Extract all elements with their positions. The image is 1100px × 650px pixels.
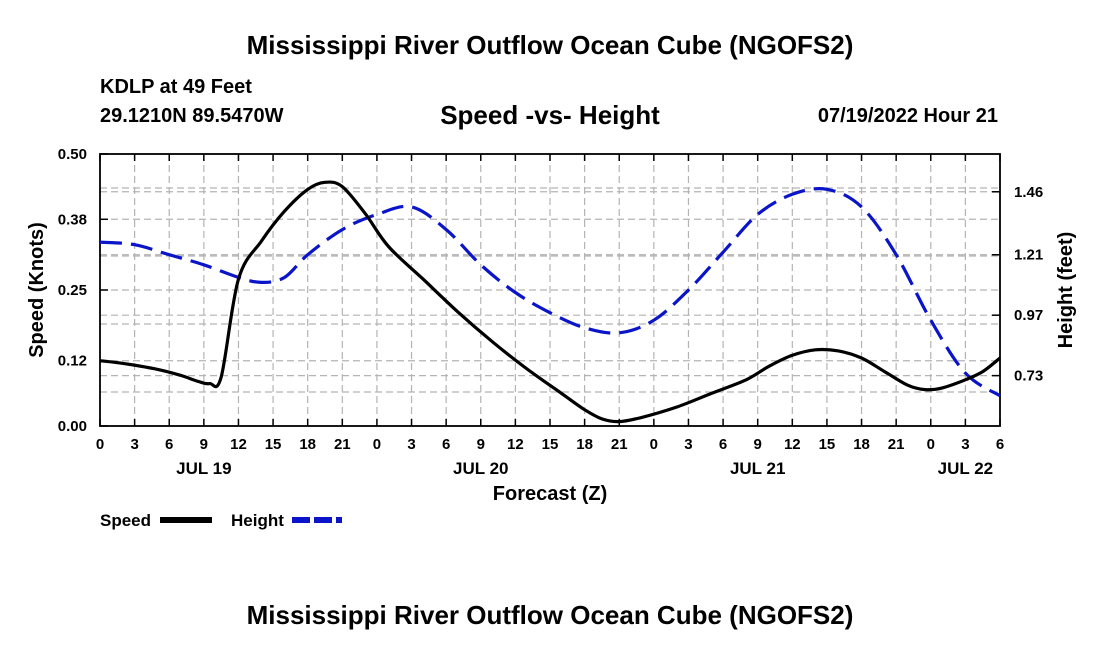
x-tick-label: 15 (265, 436, 282, 453)
x-tick-label: 3 (130, 436, 138, 453)
day-label: JUL 20 (453, 459, 508, 478)
y2-tick-label: 0.73 (1014, 368, 1043, 385)
y-tick-label: 0.25 (58, 282, 87, 299)
legend-label-speed: Speed (100, 511, 151, 530)
axes: 0 3 6 9 12 15 18 21 0 3 6 9 12 15 18 21 0 3 6 9 12 15 18 21 0 3 6 0… (58, 146, 1043, 478)
x-tick-label: 21 (611, 436, 628, 453)
x-tick-label: 9 (477, 436, 485, 453)
x-tick-label: 18 (299, 436, 316, 453)
x-tick-label: 6 (719, 436, 727, 453)
forecast-date-label: 07/19/2022 Hour 21 (817, 105, 998, 127)
day-label: JUL 22 (938, 459, 993, 478)
station-label: KDLP at 49 Feet (100, 76, 252, 98)
y-tick-label: 0.50 (58, 146, 87, 163)
x-tick-label: 0 (927, 436, 935, 453)
speed-series-line (99, 180, 1002, 424)
y2-tick-label: 1.21 (1014, 247, 1043, 264)
y2-tick-label: 1.46 (1014, 184, 1043, 201)
coordinates-label: 29.1210N 89.5470W (100, 105, 284, 127)
x-tick-label: 12 (230, 436, 247, 453)
x-tick-label: 12 (507, 436, 524, 453)
height-series-line (99, 187, 1001, 398)
plot-frame (99, 153, 1001, 427)
legend: Speed Height (100, 511, 342, 530)
x-tick-label: 18 (853, 436, 870, 453)
chart-title: Mississippi River Outflow Ocean Cube (NG… (246, 30, 854, 60)
day-label: JUL 21 (730, 459, 785, 478)
x-tick-label: 6 (165, 436, 173, 453)
legend-label-height: Height (231, 511, 284, 530)
x-tick-label: 15 (819, 436, 836, 453)
series-layer (99, 180, 1002, 424)
x-tick-label: 6 (996, 436, 1004, 453)
chart-subtitle: Speed -vs- Height (440, 100, 660, 130)
x-tick-label: 21 (334, 436, 351, 453)
x-tick-label: 15 (542, 436, 559, 453)
footer-title: Mississippi River Outflow Ocean Cube (NG… (246, 600, 854, 630)
x-tick-label: 3 (684, 436, 692, 453)
x-tick-label: 12 (784, 436, 801, 453)
x-tick-label: 0 (650, 436, 658, 453)
x-tick-label: 3 (961, 436, 969, 453)
y-tick-label: 0.38 (58, 211, 87, 228)
x-tick-label: 0 (96, 436, 104, 453)
day-label: JUL 19 (176, 459, 231, 478)
x-tick-label: 9 (200, 436, 208, 453)
y2-tick-label: 0.97 (1014, 307, 1043, 324)
y2-axis-label: Height (feet) (1055, 232, 1077, 349)
x-tick-label: 3 (407, 436, 415, 453)
x-tick-label: 9 (754, 436, 762, 453)
x-axis-label: Forecast (Z) (493, 483, 607, 505)
x-tick-label: 21 (888, 436, 905, 453)
y-tick-label: 0.12 (58, 353, 87, 370)
y-tick-label: 0.00 (58, 418, 87, 435)
x-tick-label: 18 (576, 436, 593, 453)
x-tick-label: 6 (442, 436, 450, 453)
x-tick-label: 0 (373, 436, 381, 453)
y-axis-label: Speed (Knots) (26, 222, 48, 358)
